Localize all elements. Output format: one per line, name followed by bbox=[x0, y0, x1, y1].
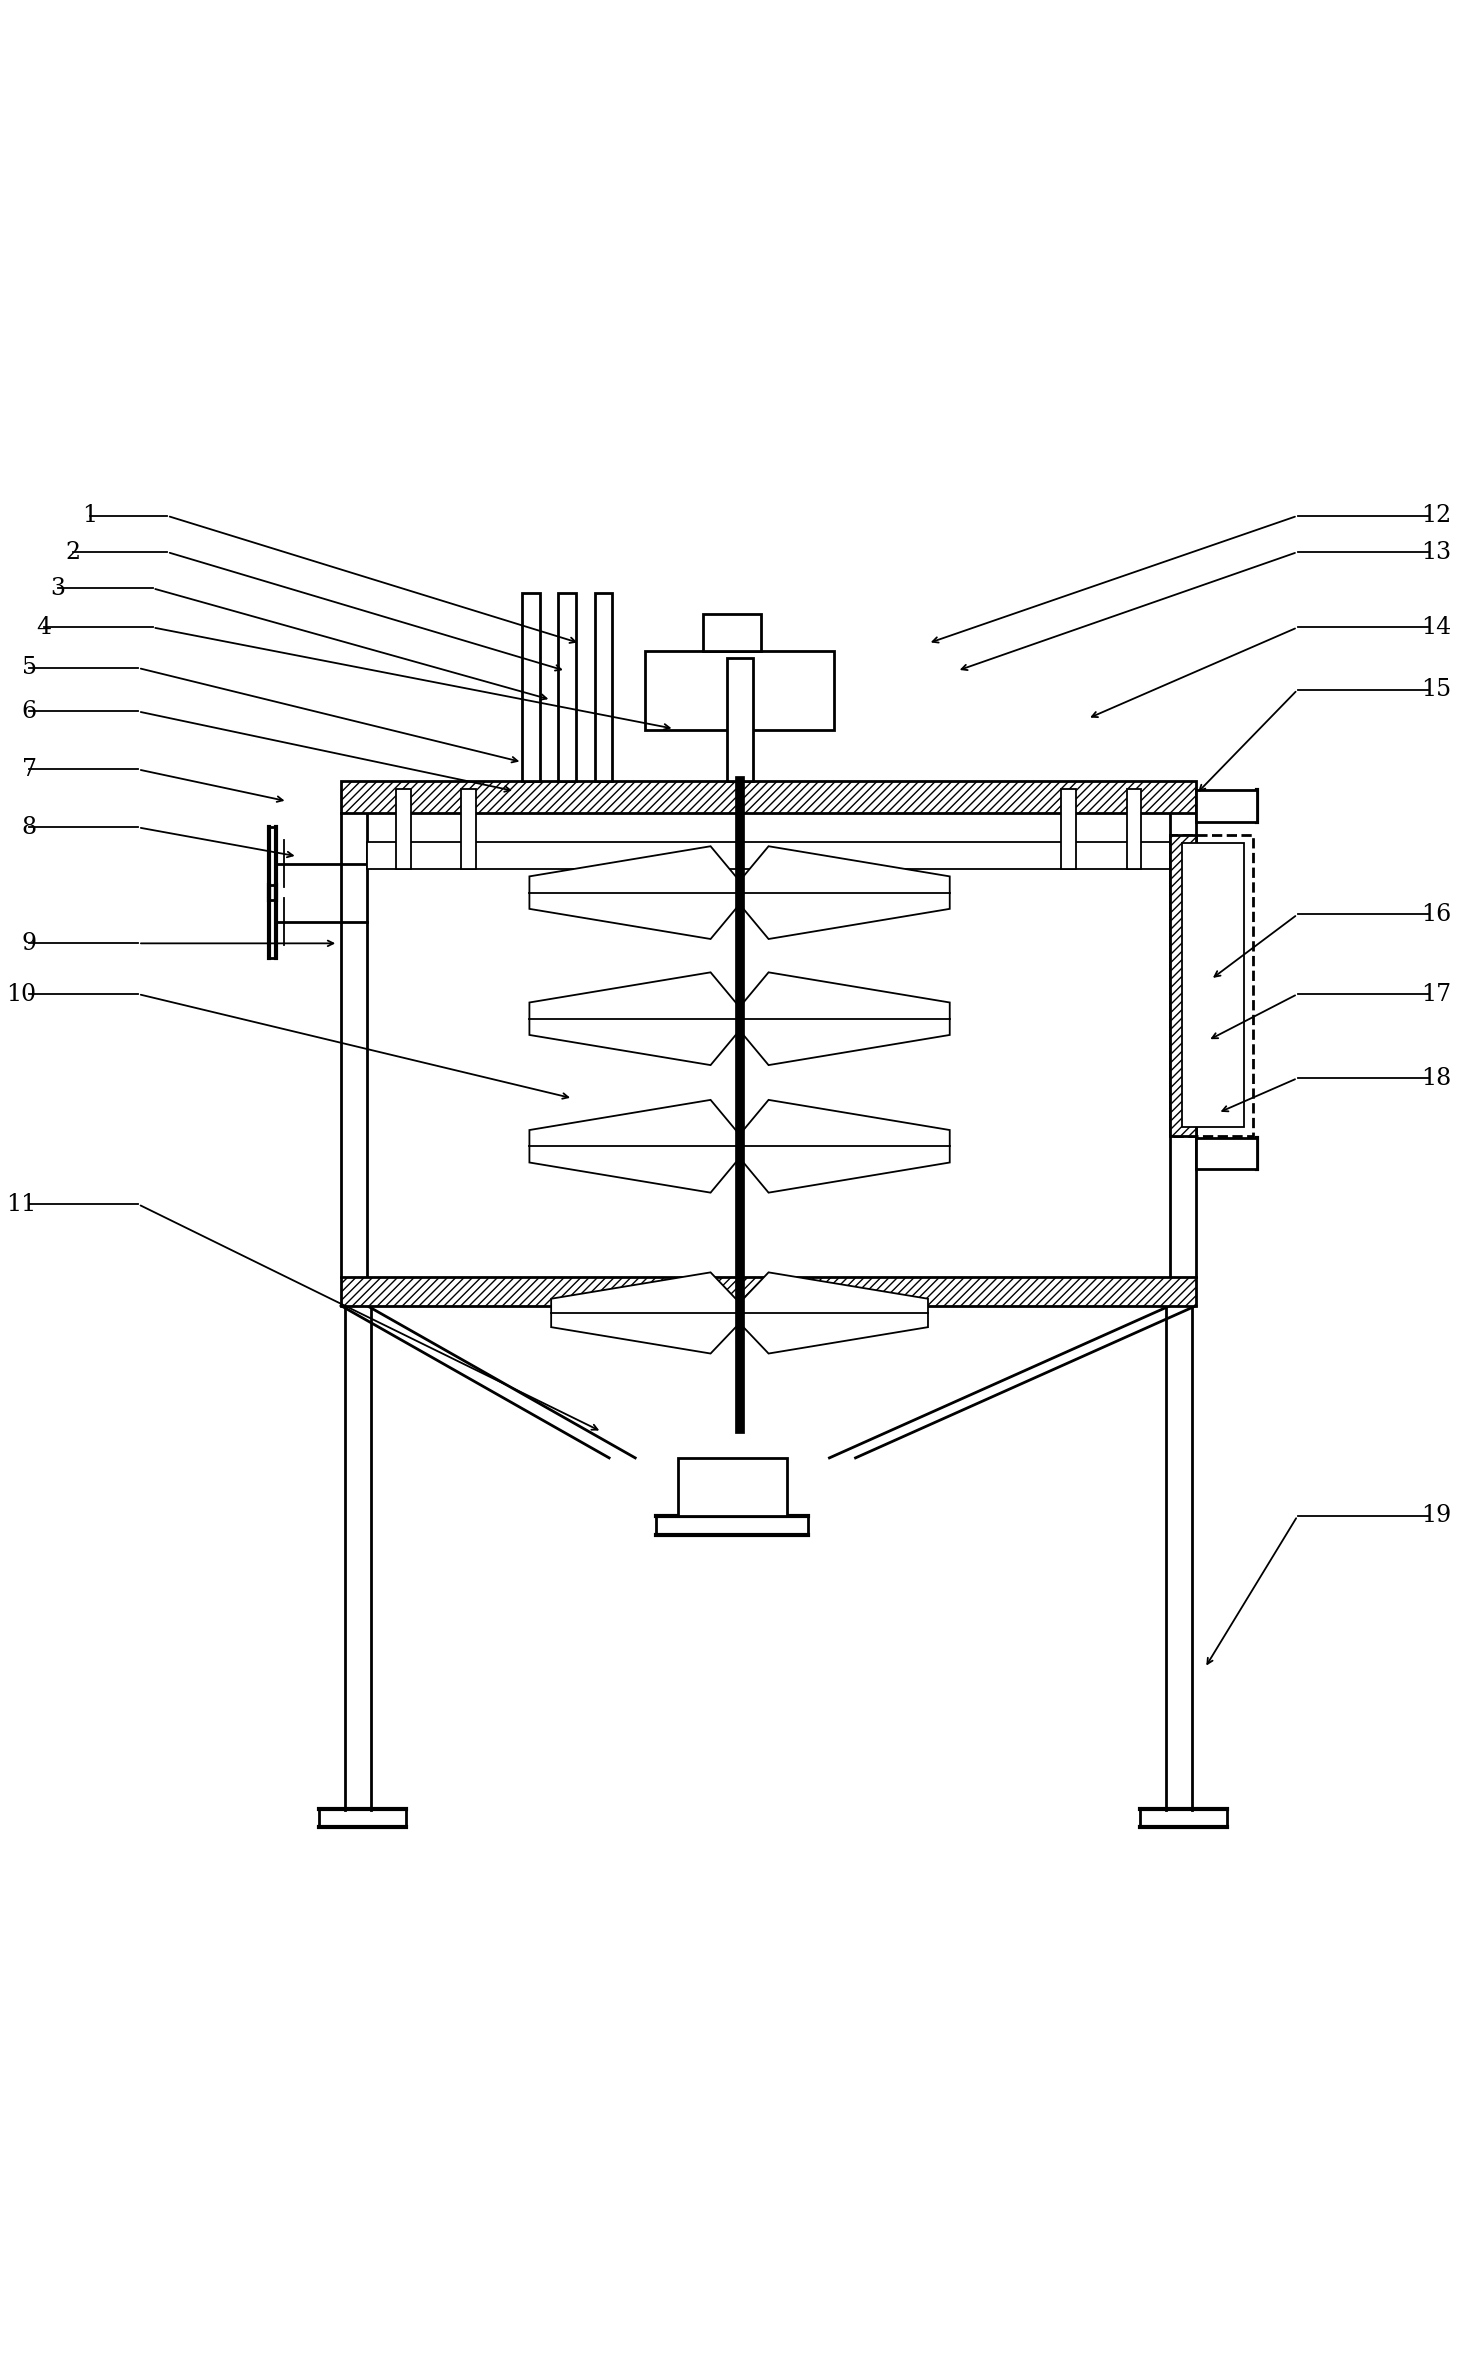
Polygon shape bbox=[740, 847, 950, 939]
Text: 19: 19 bbox=[1421, 1504, 1452, 1528]
Text: 13: 13 bbox=[1421, 542, 1450, 563]
Text: 8: 8 bbox=[22, 816, 36, 840]
Polygon shape bbox=[530, 1100, 740, 1192]
Bar bbox=[595, 594, 611, 780]
Bar bbox=[703, 615, 762, 650]
Polygon shape bbox=[530, 847, 740, 939]
Text: 1: 1 bbox=[82, 504, 98, 527]
Text: 12: 12 bbox=[1421, 504, 1452, 527]
Bar bbox=[678, 1457, 786, 1516]
Bar bbox=[461, 790, 476, 868]
Bar bbox=[1170, 835, 1196, 1135]
Text: 6: 6 bbox=[22, 700, 36, 724]
Text: 11: 11 bbox=[6, 1192, 36, 1216]
Bar bbox=[1182, 844, 1245, 1128]
Text: 18: 18 bbox=[1421, 1067, 1452, 1090]
Polygon shape bbox=[552, 1272, 740, 1353]
Text: 4: 4 bbox=[36, 615, 51, 639]
Bar bbox=[1126, 790, 1141, 868]
Text: 5: 5 bbox=[22, 657, 36, 679]
Text: 3: 3 bbox=[51, 577, 66, 601]
Bar bbox=[395, 790, 410, 868]
Bar bbox=[1196, 790, 1258, 821]
Text: 17: 17 bbox=[1421, 981, 1450, 1005]
Text: 15: 15 bbox=[1421, 679, 1450, 700]
Bar bbox=[645, 650, 833, 731]
Polygon shape bbox=[530, 972, 740, 1064]
Polygon shape bbox=[740, 1100, 950, 1192]
Bar bbox=[341, 780, 1196, 814]
Bar bbox=[1196, 1138, 1258, 1168]
Text: 16: 16 bbox=[1421, 903, 1452, 925]
Bar bbox=[522, 594, 540, 780]
Text: 9: 9 bbox=[22, 932, 36, 955]
Text: 10: 10 bbox=[6, 981, 36, 1005]
Polygon shape bbox=[740, 1272, 928, 1353]
Bar bbox=[559, 594, 576, 780]
Text: 7: 7 bbox=[22, 757, 36, 780]
Bar bbox=[727, 657, 753, 780]
Bar bbox=[1173, 835, 1253, 1135]
Polygon shape bbox=[740, 972, 950, 1064]
Text: 14: 14 bbox=[1421, 615, 1452, 639]
Bar bbox=[341, 1277, 1196, 1305]
Bar bbox=[1061, 790, 1075, 868]
Text: 2: 2 bbox=[66, 542, 80, 563]
Bar bbox=[368, 842, 1170, 868]
